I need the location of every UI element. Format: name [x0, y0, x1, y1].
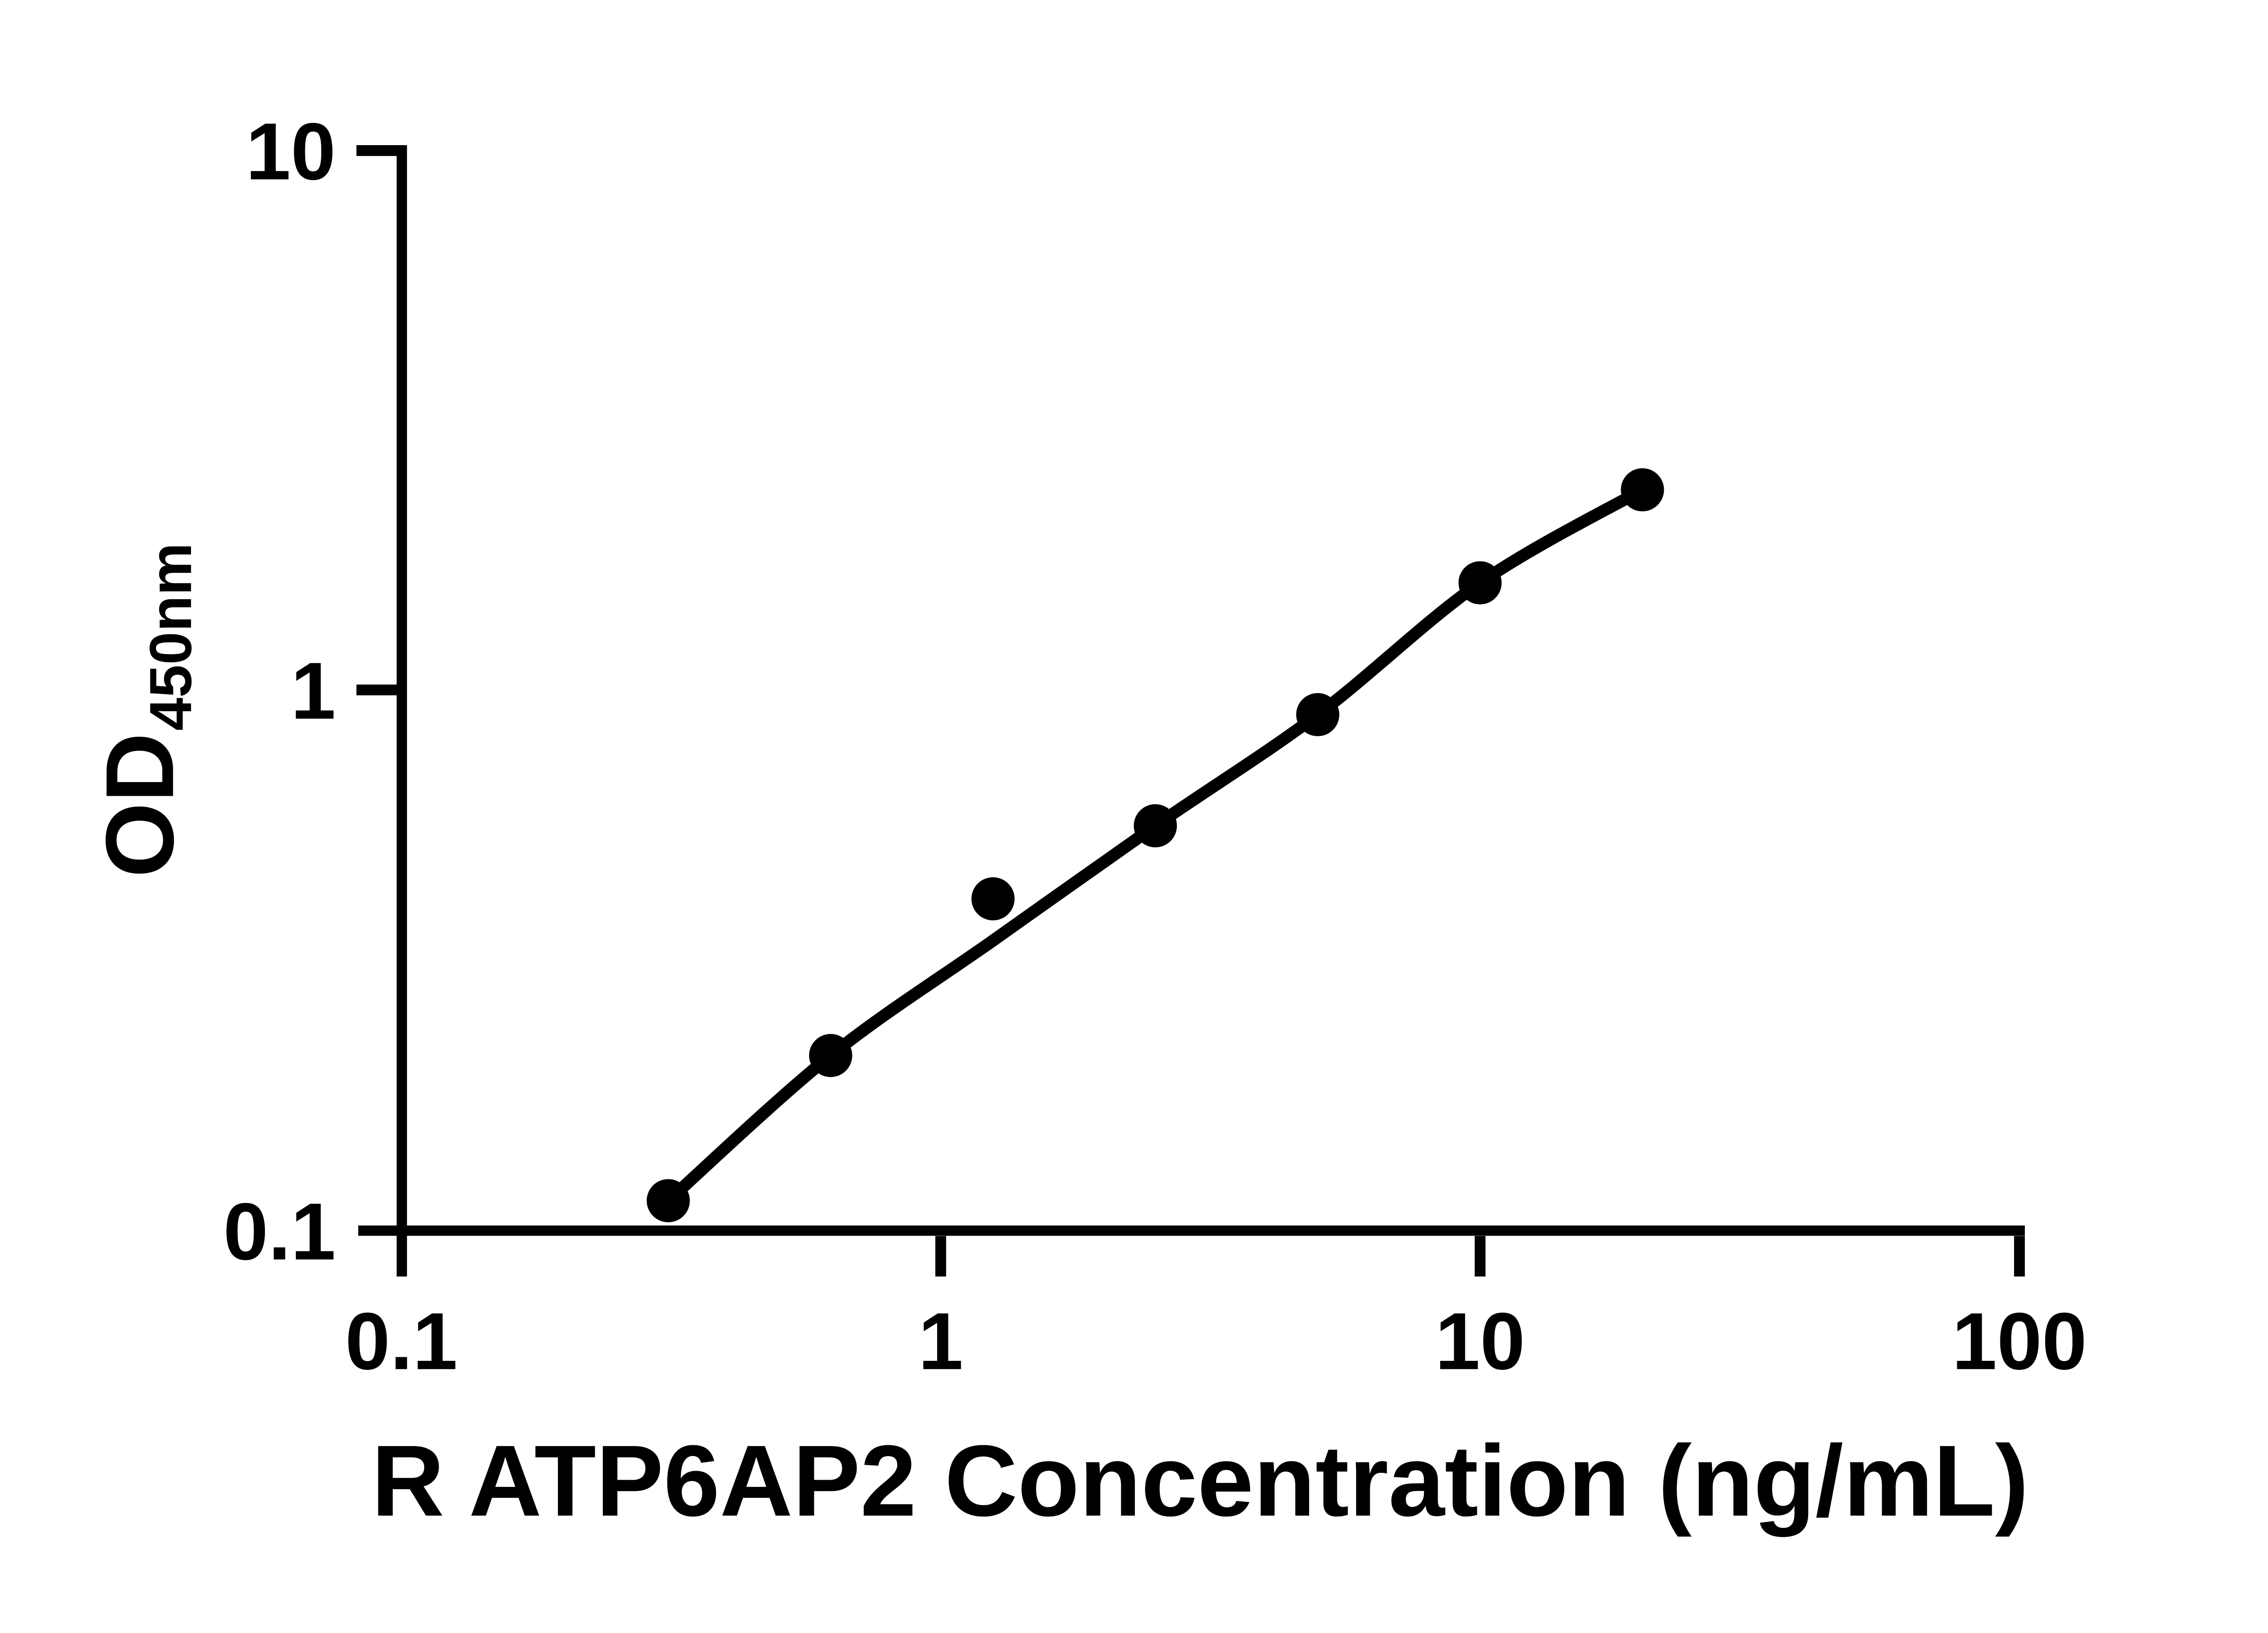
- x-tick-label-10: 10: [1435, 1296, 1525, 1386]
- y-axis-title-main: OD: [86, 733, 194, 878]
- y-tick-label-0-1: 0.1: [223, 1186, 336, 1276]
- data-point-marker: [809, 1034, 852, 1077]
- x-tick-label-0-1: 0.1: [345, 1296, 458, 1386]
- y-axis-title: OD 450nm: [86, 543, 204, 877]
- tick-marks: [356, 145, 2025, 1277]
- data-point-marker: [1621, 468, 1664, 512]
- x-tick-labels: 0.1 1 10 100: [345, 1296, 2087, 1386]
- y-tick-label-1: 1: [291, 645, 336, 736]
- x-tick-label-1: 1: [918, 1296, 963, 1386]
- data-point-marker: [646, 1179, 690, 1222]
- y-axis-title-subscript: 450nm: [137, 543, 204, 730]
- data-point-marker: [971, 877, 1015, 921]
- y-tick-label-10: 10: [246, 106, 336, 196]
- y-tick-labels: 10 1 0.1: [223, 106, 336, 1276]
- axes: [358, 145, 2025, 1277]
- data-points: [646, 468, 1664, 1222]
- x-tick-label-100: 100: [1952, 1296, 2087, 1386]
- y-axis-title-group: OD 450nm: [86, 543, 204, 877]
- data-point-marker: [1296, 693, 1339, 736]
- data-point-marker: [1458, 561, 1502, 605]
- x-axis-title: R ATP6AP2 Concentration (ng/mL): [371, 1424, 2029, 1537]
- data-point-marker: [1134, 804, 1177, 848]
